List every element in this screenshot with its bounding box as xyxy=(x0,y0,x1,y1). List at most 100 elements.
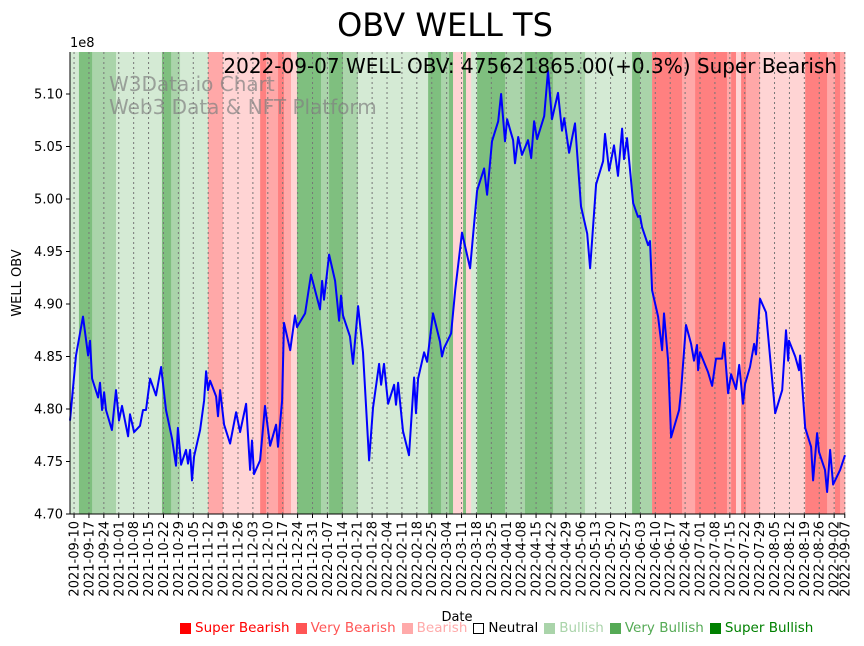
legend-swatch-icon xyxy=(709,622,721,634)
signal-band xyxy=(632,52,641,514)
signal-band xyxy=(291,52,298,514)
signal-band xyxy=(639,52,653,514)
x-tick-label: 2022-05-20 xyxy=(604,521,619,597)
y-tick-label: 5.10 xyxy=(34,88,63,103)
x-tick-label: 2022-06-24 xyxy=(679,521,694,597)
signal-band xyxy=(504,52,526,514)
signal-band xyxy=(223,52,261,514)
signal-band xyxy=(745,52,761,514)
signal-band xyxy=(171,52,181,514)
x-tick-label: 2021-09-10 xyxy=(68,521,83,597)
latest-value-annotation: 2022-09-07 WELL OBV: 475621865.00(+0.3%)… xyxy=(223,54,837,78)
signal-band xyxy=(741,52,747,514)
legend-item: Bearish xyxy=(401,620,468,636)
legend-item: Neutral xyxy=(473,620,538,636)
signal-band xyxy=(342,52,359,514)
legend-label: Bearish xyxy=(416,620,468,636)
x-tick-label: 2021-10-01 xyxy=(112,521,127,597)
x-tick-label: 2021-12-10 xyxy=(261,521,276,597)
x-tick-label: 2021-10-29 xyxy=(172,521,187,597)
x-tick-label: 2021-10-08 xyxy=(127,521,142,597)
x-tick-label: 2022-02-25 xyxy=(425,521,440,597)
signal-band xyxy=(735,52,742,514)
x-tick-label: 2022-03-18 xyxy=(470,521,485,597)
signal-band xyxy=(466,52,472,514)
x-tick-label: 2022-02-11 xyxy=(395,521,410,597)
signal-band xyxy=(441,52,450,514)
x-tick-label: 2022-02-04 xyxy=(381,521,396,597)
x-tick-label: 2022-02-18 xyxy=(410,521,425,597)
legend-label: Bullish xyxy=(559,620,604,636)
signal-band xyxy=(840,52,846,514)
x-tick-label: 2022-05-06 xyxy=(574,521,589,597)
signal-band xyxy=(161,52,172,514)
signal-band xyxy=(428,52,442,514)
x-tick-label: 2022-07-08 xyxy=(708,521,723,597)
x-tick-label: 2022-08-12 xyxy=(783,521,798,597)
x-tick-label: 2022-08-05 xyxy=(768,521,783,597)
signal-band xyxy=(207,52,224,514)
signal-band xyxy=(731,52,737,514)
signal-band xyxy=(682,52,696,514)
x-tick-label: 2022-01-07 xyxy=(321,521,336,597)
x-tick-label: 2022-07-29 xyxy=(753,521,768,597)
signal-band xyxy=(652,52,683,514)
x-tick-label: 2022-01-14 xyxy=(336,521,351,597)
legend-swatch-icon xyxy=(544,622,556,634)
x-tick-label: 2021-12-03 xyxy=(246,521,261,597)
x-axis-label: Date xyxy=(441,610,472,625)
x-tick-label: 2022-03-04 xyxy=(440,521,455,597)
x-tick-label: 2021-10-22 xyxy=(157,521,172,597)
x-tick-label: 2022-04-15 xyxy=(530,521,545,597)
x-tick-label: 2022-07-22 xyxy=(738,521,753,597)
legend-item: Bullish xyxy=(544,620,604,636)
legend-swatch-icon xyxy=(473,622,485,634)
signal-band xyxy=(524,52,554,514)
legend-swatch-icon xyxy=(295,622,307,634)
watermark-line-2: Web3 Data & NFT Platform xyxy=(109,95,377,119)
x-tick-label: 2022-04-29 xyxy=(559,521,574,597)
x-tick-label: 2021-11-26 xyxy=(231,521,246,597)
legend-label: Super Bearish xyxy=(195,620,290,636)
y-scale-label: 1e8 xyxy=(70,36,95,51)
x-tick-label: 2021-09-17 xyxy=(82,521,97,597)
legend-label: Very Bearish xyxy=(310,620,396,636)
legend: Super Bearish Very Bearish Bearish Neutral B… xyxy=(180,620,819,636)
legend-swatch-icon xyxy=(609,622,621,634)
watermark-line-1: W3Data.io Chart xyxy=(109,72,275,96)
legend-label: Very Bullish xyxy=(624,620,704,636)
legend-item: Super Bullish xyxy=(709,620,814,636)
legend-swatch-icon xyxy=(180,622,191,634)
signal-band xyxy=(180,52,209,514)
signal-band xyxy=(834,52,841,514)
y-tick-label: 4.80 xyxy=(34,403,63,418)
x-tick-label: 2022-03-25 xyxy=(485,521,500,597)
y-tick-label: 4.75 xyxy=(34,455,63,470)
legend-item: Super Bearish xyxy=(180,620,290,636)
signal-band xyxy=(70,52,80,514)
signal-band xyxy=(78,52,93,514)
x-tick-label: 2022-04-08 xyxy=(515,521,530,597)
y-tick-label: 5.00 xyxy=(34,193,63,208)
x-tick-label: 2022-06-03 xyxy=(634,521,649,597)
legend-item: Very Bullish xyxy=(609,620,704,636)
obv-series-line xyxy=(69,69,846,493)
legend-label: Neutral xyxy=(488,620,539,636)
y-tick-label: 4.70 xyxy=(34,508,63,523)
signal-band xyxy=(463,52,467,514)
x-tick-label: 2021-09-24 xyxy=(97,521,112,597)
signal-band xyxy=(278,52,285,514)
x-tick-label: 2022-04-01 xyxy=(500,521,515,597)
x-tick-label: 2021-11-12 xyxy=(202,521,217,597)
legend-swatch-icon xyxy=(401,622,413,634)
signal-band xyxy=(805,52,828,514)
x-tick-label: 2022-06-10 xyxy=(649,521,664,597)
legend-label: Super Bullish xyxy=(724,620,814,636)
x-tick-label: 2022-09-02 xyxy=(828,521,843,597)
x-tick-label: 2021-12-31 xyxy=(306,521,321,597)
x-tick-label: 2021-11-19 xyxy=(217,521,232,597)
x-tick-label: 2021-12-24 xyxy=(291,521,306,597)
signal-band xyxy=(453,52,464,514)
x-tick-label: 2021-11-05 xyxy=(187,521,202,597)
